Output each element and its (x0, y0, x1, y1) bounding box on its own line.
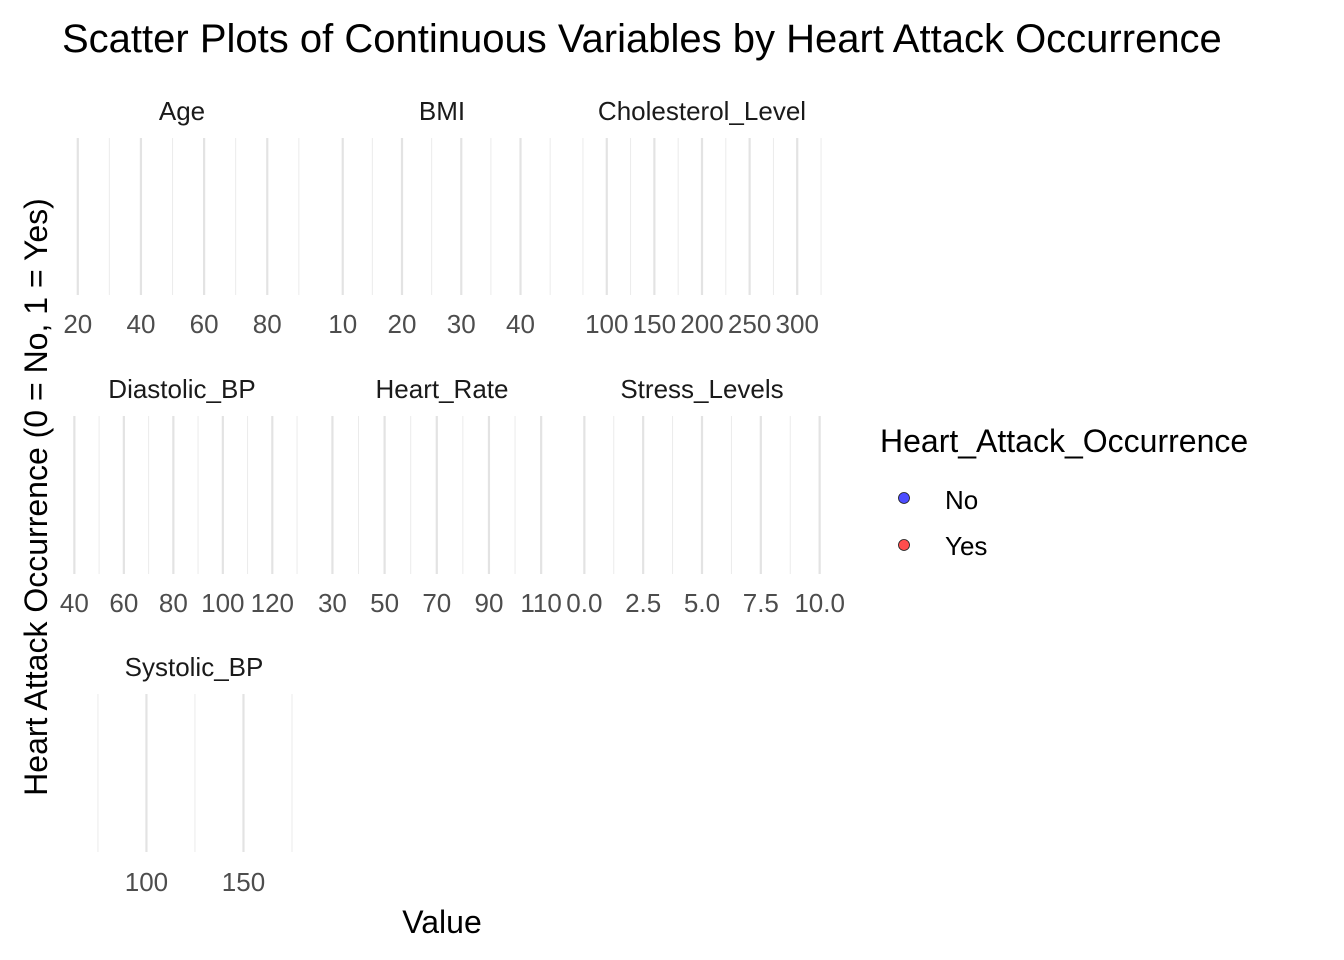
panel-diastolic-bp: Diastolic_BP 40 60 80 100 120 (60, 374, 298, 618)
legend-label-no: No (945, 485, 978, 515)
y-axis-title: Heart Attack Occurrence (0 = No, 1 = Yes… (18, 198, 54, 796)
strip-label-age: Age (159, 96, 205, 126)
x-tick-label: 20 (63, 309, 92, 339)
legend: Heart_Attack_Occurrence No Yes (880, 423, 1248, 561)
facet-panels: Age 20 40 60 80 BMI 10 20 30 40 Cholesterol_Level 1… (60, 96, 845, 897)
x-tick-label: 100 (201, 588, 244, 618)
strip-label-stress-levels: Stress_Levels (620, 374, 783, 404)
legend-title: Heart_Attack_Occurrence (880, 423, 1248, 459)
x-tick-label: 30 (318, 588, 347, 618)
strip-label-systolic-bp: Systolic_BP (125, 652, 264, 682)
legend-key-yes (898, 539, 910, 551)
x-tick-label: 80 (159, 588, 188, 618)
strip-label-bmi: BMI (419, 96, 465, 126)
panel-bmi: BMI 10 20 30 40 (328, 96, 551, 339)
x-tick-label: 2.5 (625, 588, 661, 618)
x-tick-label: 150 (633, 309, 676, 339)
strip-label-heart-rate: Heart_Rate (376, 374, 509, 404)
x-tick-label: 10.0 (794, 588, 845, 618)
x-tick-label: 90 (474, 588, 503, 618)
panel-age: Age 20 40 60 80 (63, 96, 300, 339)
x-tick-label: 20 (388, 309, 417, 339)
strip-label-cholesterol-level: Cholesterol_Level (598, 96, 806, 126)
x-tick-label: 200 (680, 309, 723, 339)
x-tick-label: 250 (728, 309, 771, 339)
x-tick-label: 0.0 (566, 588, 602, 618)
x-tick-label: 60 (109, 588, 138, 618)
panel-cholesterol-level: Cholesterol_Level 100 150 200 250 300 (582, 96, 822, 339)
x-tick-label: 100 (585, 309, 628, 339)
x-tick-label: 30 (447, 309, 476, 339)
chart-title: Scatter Plots of Continuous Variables by… (62, 17, 1222, 61)
x-axis-title: Value (402, 904, 481, 940)
panel-heart-rate: Heart_Rate 30 50 70 90 110 (318, 374, 562, 618)
x-tick-label: 50 (370, 588, 399, 618)
x-tick-label: 7.5 (743, 588, 779, 618)
x-tick-label: 5.0 (684, 588, 720, 618)
panel-stress-levels: Stress_Levels 0.0 2.5 5.0 7.5 10.0 (566, 374, 845, 618)
x-tick-label: 80 (253, 309, 282, 339)
legend-label-yes: Yes (945, 531, 987, 561)
legend-key-no (898, 492, 910, 504)
x-tick-label: 110 (520, 588, 561, 618)
x-tick-label: 120 (251, 588, 294, 618)
panel-systolic-bp: Systolic_BP 100 150 (97, 652, 293, 897)
x-tick-label: 70 (422, 588, 451, 618)
x-tick-label: 40 (60, 588, 89, 618)
x-tick-label: 150 (222, 867, 265, 897)
x-tick-label: 10 (328, 309, 357, 339)
x-tick-label: 100 (125, 867, 168, 897)
strip-label-diastolic-bp: Diastolic_BP (108, 374, 255, 404)
x-tick-label: 60 (190, 309, 219, 339)
x-tick-label: 40 (126, 309, 155, 339)
x-tick-label: 40 (506, 309, 535, 339)
x-tick-label: 300 (776, 309, 819, 339)
